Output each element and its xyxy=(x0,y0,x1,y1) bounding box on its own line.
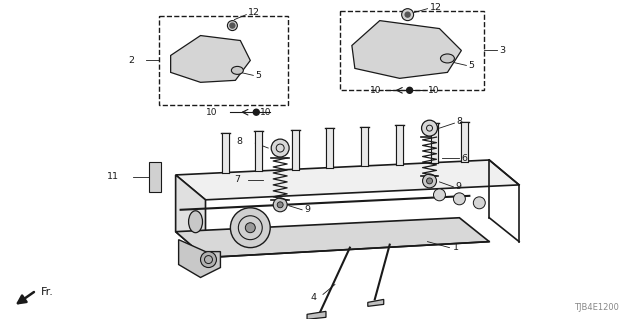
Polygon shape xyxy=(179,240,220,277)
Ellipse shape xyxy=(189,211,202,233)
Text: 9: 9 xyxy=(304,205,310,214)
Bar xyxy=(148,162,161,192)
Text: 12: 12 xyxy=(429,3,442,12)
Circle shape xyxy=(271,139,289,157)
Bar xyxy=(362,127,368,166)
Polygon shape xyxy=(307,311,326,319)
Circle shape xyxy=(196,55,202,61)
Polygon shape xyxy=(368,300,384,306)
Text: 10: 10 xyxy=(428,86,439,95)
Circle shape xyxy=(388,38,408,59)
Bar xyxy=(159,16,288,105)
Text: 9: 9 xyxy=(456,182,461,191)
Bar xyxy=(461,122,468,162)
Circle shape xyxy=(453,193,465,205)
Text: 8: 8 xyxy=(236,137,243,146)
Text: 10: 10 xyxy=(206,108,218,117)
Circle shape xyxy=(426,178,433,184)
Text: 8: 8 xyxy=(456,117,463,126)
Text: 5: 5 xyxy=(255,71,261,80)
Text: 10: 10 xyxy=(370,86,381,95)
Bar xyxy=(340,11,484,90)
Bar xyxy=(326,128,333,168)
Circle shape xyxy=(405,12,410,17)
Circle shape xyxy=(191,51,207,67)
Circle shape xyxy=(230,208,270,248)
Circle shape xyxy=(253,109,259,115)
Text: TJB4E1200: TJB4E1200 xyxy=(574,303,619,312)
Circle shape xyxy=(200,252,216,268)
Text: 3: 3 xyxy=(499,46,506,55)
Circle shape xyxy=(402,9,413,20)
Bar xyxy=(222,133,229,173)
Circle shape xyxy=(230,23,235,28)
Bar xyxy=(255,132,262,171)
Ellipse shape xyxy=(232,67,243,74)
Circle shape xyxy=(380,31,415,67)
Text: 5: 5 xyxy=(468,61,474,70)
Circle shape xyxy=(245,223,255,233)
Polygon shape xyxy=(175,175,205,258)
Circle shape xyxy=(422,120,438,136)
Text: 4: 4 xyxy=(310,293,316,302)
Text: 12: 12 xyxy=(248,8,260,17)
Ellipse shape xyxy=(440,54,454,63)
Bar xyxy=(292,130,299,170)
Circle shape xyxy=(277,202,283,208)
Text: 6: 6 xyxy=(461,154,467,163)
Polygon shape xyxy=(352,20,461,78)
Text: 1: 1 xyxy=(452,243,458,252)
Circle shape xyxy=(227,20,237,31)
Text: 7: 7 xyxy=(234,175,241,184)
Circle shape xyxy=(433,189,445,201)
Text: 11: 11 xyxy=(107,172,119,181)
Polygon shape xyxy=(175,160,519,200)
Text: 10: 10 xyxy=(260,108,272,117)
Circle shape xyxy=(406,87,413,93)
Bar xyxy=(431,124,438,163)
Circle shape xyxy=(422,174,436,188)
Text: 2: 2 xyxy=(128,56,134,65)
Circle shape xyxy=(273,198,287,212)
Text: Fr.: Fr. xyxy=(41,287,54,297)
Circle shape xyxy=(184,44,212,72)
Circle shape xyxy=(394,44,402,52)
Polygon shape xyxy=(171,36,250,82)
Bar xyxy=(396,125,403,165)
Polygon shape xyxy=(175,218,489,258)
Circle shape xyxy=(474,197,485,209)
